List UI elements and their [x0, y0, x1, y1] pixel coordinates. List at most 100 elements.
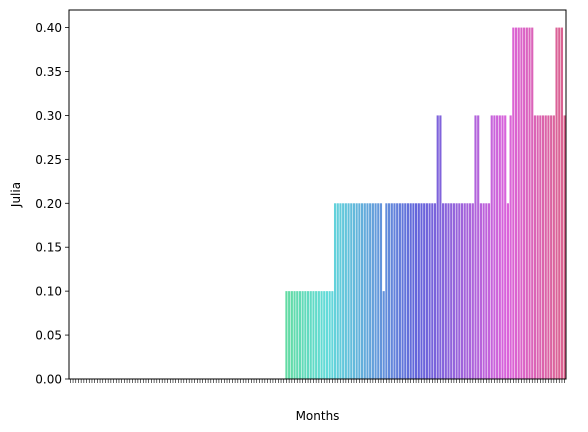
- bar: [442, 203, 445, 379]
- bar: [371, 203, 374, 379]
- bar: [420, 203, 423, 379]
- bar: [450, 203, 453, 379]
- bar: [523, 27, 526, 379]
- bar: [320, 291, 323, 379]
- y-tick-label: 0.35: [35, 65, 62, 79]
- bar: [477, 115, 480, 380]
- bar: [298, 291, 302, 379]
- bar: [544, 115, 547, 380]
- bar: [512, 27, 515, 379]
- bar: [525, 27, 528, 379]
- bar: [409, 203, 412, 379]
- y-tick-label: 0.25: [35, 153, 62, 167]
- bar: [563, 115, 566, 380]
- bar: [315, 291, 318, 379]
- bar: [560, 27, 564, 379]
- y-tick-label: 0.05: [35, 329, 62, 343]
- bar: [436, 115, 439, 380]
- bar: [504, 115, 507, 380]
- bar: [493, 115, 496, 380]
- bar: [514, 27, 518, 379]
- bar: [339, 203, 342, 379]
- bar: [539, 115, 542, 380]
- bar: [285, 291, 288, 379]
- y-tick-label: 0.15: [35, 241, 62, 255]
- bar: [385, 203, 388, 379]
- bar: [301, 291, 304, 379]
- bar: [444, 203, 447, 379]
- bar: [509, 115, 512, 380]
- bar: [460, 203, 464, 379]
- bar: [555, 27, 558, 379]
- x-ticks-group: [70, 379, 565, 383]
- y-tick-label: 0.40: [35, 21, 62, 35]
- bar: [466, 203, 469, 379]
- bar: [358, 203, 361, 379]
- bar: [325, 291, 329, 379]
- bar: [352, 203, 356, 379]
- bar: [498, 115, 501, 380]
- bar: [536, 115, 539, 380]
- bar: [501, 115, 504, 380]
- plot-frame: [68, 9, 567, 380]
- bar: [393, 203, 396, 379]
- bar: [471, 203, 474, 379]
- bar: [366, 203, 369, 379]
- bar: [474, 115, 477, 380]
- bar: [290, 291, 293, 379]
- bar: [541, 115, 545, 380]
- bar: [487, 203, 491, 379]
- bar: [379, 203, 383, 379]
- bar: [412, 203, 415, 379]
- bar: [490, 115, 493, 380]
- bar: [388, 203, 391, 379]
- x-axis-label: Months: [296, 409, 340, 423]
- bar: [401, 203, 404, 379]
- y-axis-label: Julia: [9, 182, 23, 208]
- bar: [328, 291, 331, 379]
- bar: [520, 27, 523, 379]
- bar: [396, 203, 399, 379]
- bar: [496, 115, 499, 380]
- bar: [558, 27, 561, 379]
- bar: [296, 291, 299, 379]
- bar: [552, 115, 555, 380]
- y-tick-label: 0.00: [35, 373, 62, 387]
- bar: [323, 291, 326, 379]
- bar: [455, 203, 458, 379]
- bar: [417, 203, 420, 379]
- bar: [433, 203, 437, 379]
- bar: [479, 203, 482, 379]
- bar: [415, 203, 418, 379]
- bar: [531, 27, 534, 379]
- bar: [469, 203, 472, 379]
- bar: [360, 203, 364, 379]
- bar: [344, 203, 347, 379]
- bar: [423, 203, 426, 379]
- y-tick-label: 0.20: [35, 197, 62, 211]
- bar: [485, 203, 488, 379]
- bar: [312, 291, 315, 379]
- bar: [342, 203, 345, 379]
- bar: [447, 203, 450, 379]
- bar: [398, 203, 401, 379]
- bar: [528, 27, 531, 379]
- bar: [304, 291, 307, 379]
- bar: [347, 203, 350, 379]
- bars-group: [285, 27, 566, 380]
- bar: [382, 291, 385, 379]
- bar: [431, 203, 434, 379]
- bar: [406, 203, 410, 379]
- bar: [458, 203, 461, 379]
- bar: [309, 291, 312, 379]
- bar: [333, 203, 337, 379]
- bar: [404, 203, 407, 379]
- bar: [293, 291, 296, 379]
- bar: [428, 203, 431, 379]
- y-tick-label: 0.10: [35, 285, 62, 299]
- y-ticks-group: 0.00 0.05 0.10 0.15 0.20 0.25 0.30 0.35 0.40: [35, 21, 69, 387]
- bar: [547, 115, 550, 380]
- bar: [306, 291, 310, 379]
